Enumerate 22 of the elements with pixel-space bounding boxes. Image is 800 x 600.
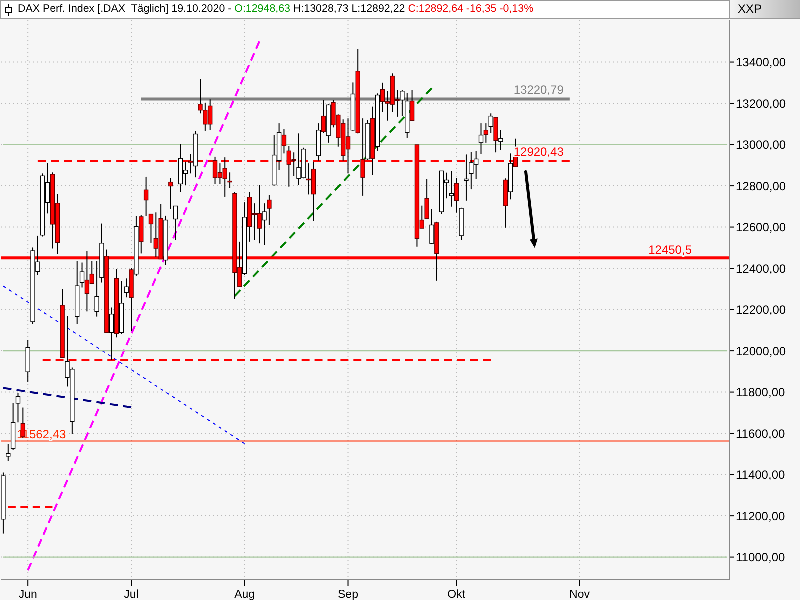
y-tick-label: 12000,00 [736,344,786,358]
y-tick-label: 11000,00 [736,550,786,565]
x-tick-label: Jun [18,589,38,600]
y-tick-label: 13400,00 [736,56,786,70]
y-tick-label: 12600,00 [736,220,786,235]
y-tick-label: 12200,00 [736,303,786,318]
y-tick-label: 11400,00 [736,468,786,482]
y-tick-label: 11800,00 [736,386,786,400]
x-tick-label: Nov [570,589,590,600]
x-tick-label: Okt [448,589,466,600]
text: XXP [738,2,762,16]
data-label: 13220,79 [514,83,564,98]
chart-subtitle: O:12948,63 H:13028,73 L:12892,22 C:12892,64 -16,35 -0,13% [234,3,534,15]
y-tick-label: 13000,00 [736,138,786,152]
y-tick-label: 13200,00 [736,96,786,111]
y-tick-label: 11200,00 [736,509,786,524]
chart-title: DAX Perf. Index [.DAX Täglich] 19.10.2020 - [18,3,232,15]
y-tick-label: 12400,00 [736,262,786,276]
y-tick-label: 11600,00 [736,426,786,441]
x-tick-label: Jul [124,589,139,600]
y-tick-label: 12800,00 [736,179,786,194]
ref-line-label: 12450,5 [648,243,692,258]
